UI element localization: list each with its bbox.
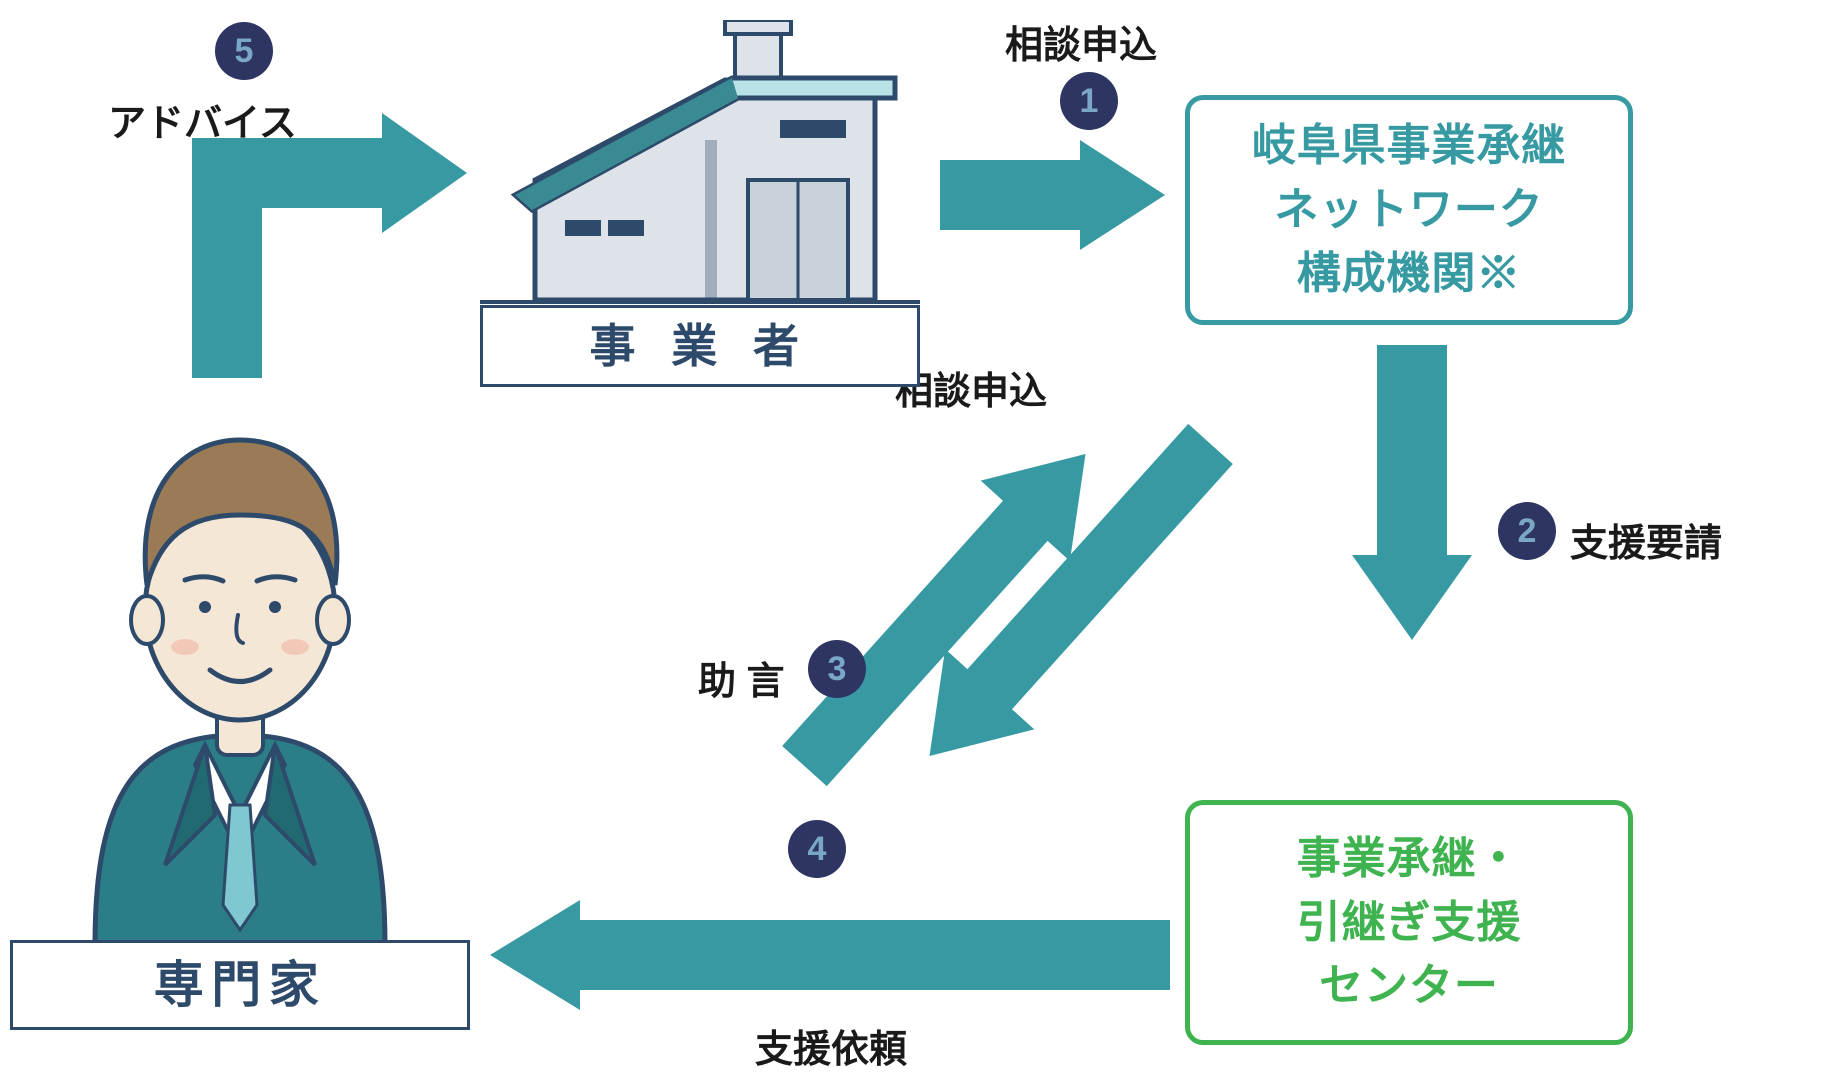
expert-person-icon [55, 385, 425, 945]
arrow-expert-to-business [192, 138, 472, 378]
center-l3: センター [1297, 954, 1521, 1018]
step-4-num: 4 [808, 830, 827, 869]
node-business: 事 業 者 [480, 305, 920, 387]
label-support-ask: 支援依頼 [755, 1018, 907, 1073]
business-house-icon [480, 20, 920, 350]
network-l3: 構成機関※ [1252, 242, 1566, 306]
arrow-business-to-network [940, 140, 1170, 250]
node-network: 岐阜県事業承継 ネットワーク 構成機関※ [1185, 95, 1633, 325]
business-text: 事 業 者 [589, 320, 810, 372]
node-center: 事業承継・ 引継ぎ支援 センター [1185, 800, 1633, 1045]
step-badge-1: 1 [1060, 72, 1118, 130]
step-3-num: 3 [828, 650, 847, 689]
center-l2: 引継ぎ支援 [1297, 891, 1521, 955]
step-badge-5: 5 [215, 22, 273, 80]
arrow-center-to-expert [490, 900, 1170, 1010]
diagram-canvas: 5 アドバイス 相談申込 1 岐阜県事業承継 ネットワーク 構成機関※ 2 支援… [0, 0, 1841, 1071]
step-1-num: 1 [1080, 82, 1099, 121]
label-suggest: 助 言 [698, 650, 785, 705]
step-5-num: 5 [235, 32, 254, 71]
step-badge-3: 3 [808, 640, 866, 698]
label-consult-top: 相談申込 [1005, 14, 1157, 69]
network-l2: ネットワーク [1252, 178, 1566, 242]
expert-text: 専門家 [154, 957, 327, 1013]
node-expert: 専門家 [10, 940, 470, 1030]
arrow-network-to-center [1352, 345, 1472, 645]
center-l1: 事業承継・ [1297, 827, 1521, 891]
network-l1: 岐阜県事業承継 [1252, 114, 1566, 178]
step-badge-2: 2 [1498, 502, 1556, 560]
label-support-request: 支援要請 [1570, 512, 1722, 567]
step-badge-4: 4 [788, 820, 846, 878]
arrow-center-to-business [775, 430, 1115, 790]
step-2-num: 2 [1518, 512, 1537, 551]
